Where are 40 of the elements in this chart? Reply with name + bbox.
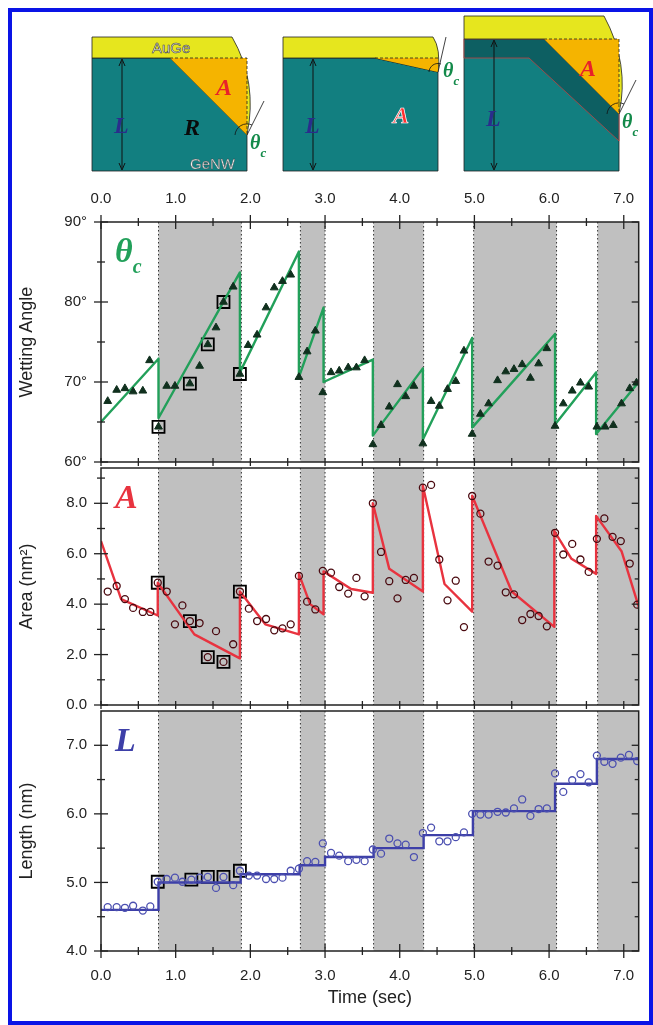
x-tick-label: 2.0 — [239, 966, 261, 984]
annotation: A — [113, 477, 138, 515]
x2-tick-label: 7.0 — [613, 189, 635, 207]
x-tick-label: 0.0 — [90, 966, 112, 984]
point — [200, 337, 215, 352]
x-axis-title: Time (sec) — [327, 987, 413, 1008]
y-tick-label: 6.0 — [66, 804, 87, 821]
x2-tick-label: 1.0 — [165, 189, 187, 207]
x2-tick-label: 3.0 — [314, 189, 336, 207]
y-tick-label: 4.0 — [66, 594, 87, 612]
y-axis-title: Wetting Angle — [15, 286, 36, 398]
x2-tick-label: 5.0 — [463, 189, 485, 207]
y-tick-label: 4.0 — [66, 941, 87, 959]
y-tick-label: 5.0 — [66, 872, 87, 890]
x2-tick-label: 6.0 — [538, 189, 560, 207]
x2-tick-label: 2.0 — [239, 189, 261, 207]
y-tick-label: 8.0 — [66, 493, 87, 511]
y-axis-title: Area (nm²) — [15, 543, 36, 630]
x-tick-label: 6.0 — [538, 966, 560, 984]
point — [233, 367, 247, 381]
annotation: L — [114, 720, 136, 758]
y-tick-label: 60° — [64, 452, 87, 470]
point — [182, 376, 197, 391]
y-tick-label: 80° — [64, 292, 87, 310]
x2-tick-label: 0.0 — [90, 189, 112, 207]
y-tick-label: 7.0 — [66, 735, 87, 753]
y-tick-label: 6.0 — [66, 543, 87, 561]
y-tick-label: 0.0 — [66, 695, 87, 713]
y-axis-title: Length (nm) — [15, 782, 36, 880]
x-tick-label: 5.0 — [463, 966, 485, 984]
x-tick-label: 7.0 — [613, 966, 635, 984]
x-tick-label: 3.0 — [314, 966, 336, 984]
y-tick-label: 90° — [64, 212, 87, 230]
y-tick-label: 2.0 — [66, 644, 87, 662]
y-tick-label: 70° — [64, 372, 87, 390]
x-tick-label: 1.0 — [165, 966, 187, 984]
x-tick-label: 4.0 — [389, 966, 411, 984]
point — [216, 295, 231, 309]
point — [151, 419, 166, 434]
x2-tick-label: 4.0 — [389, 189, 411, 207]
